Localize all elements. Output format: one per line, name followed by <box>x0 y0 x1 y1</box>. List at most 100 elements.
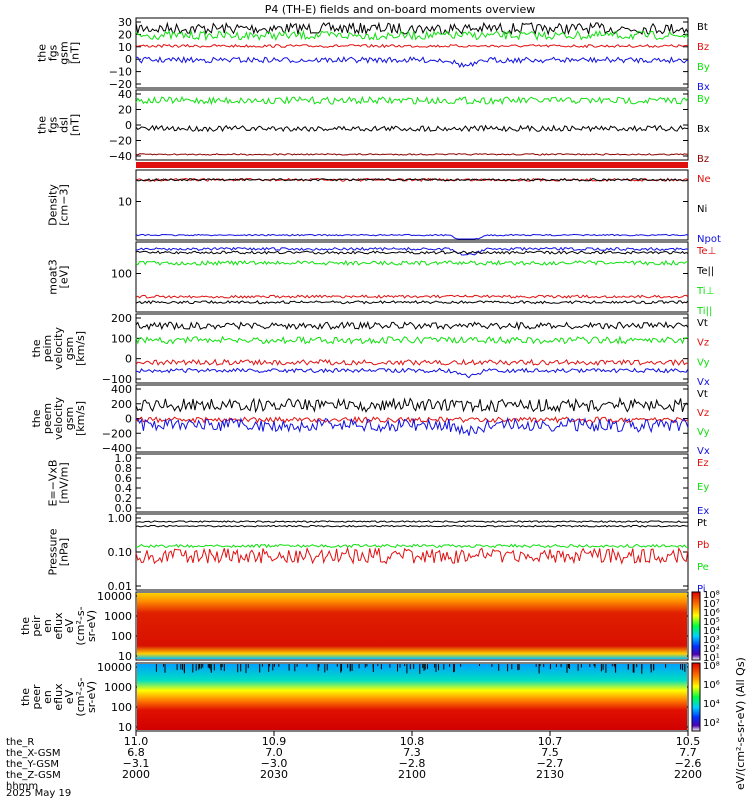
legend-entry: Bt <box>697 22 708 33</box>
y-axis-label: peem <box>41 403 54 434</box>
legend-entry: Te⊥ <box>696 246 716 257</box>
spectrogram-speck <box>555 664 557 667</box>
spectrogram-speck <box>199 664 201 669</box>
spectrogram-speck <box>198 664 200 670</box>
y-tick-label: 10000 <box>97 590 132 603</box>
spectrogram-speck <box>261 664 263 667</box>
x-row-label: the_R <box>6 737 34 748</box>
x-tick-label: −2.6 <box>675 757 702 770</box>
x-tick-label: 7.7 <box>679 746 697 759</box>
spectrogram-speck <box>538 664 540 674</box>
y-axis-label: (cm²-s- <box>74 677 87 716</box>
colorbar-tick-label: 10³ <box>703 635 720 646</box>
series-line-p4 <box>135 294 689 299</box>
legend-entry: Vy <box>697 427 710 438</box>
spectrogram-speck <box>535 664 537 667</box>
y-axis-label: Pressure <box>47 528 60 575</box>
colorbar-1 <box>691 591 701 661</box>
y-axis-label: [cm−3] <box>58 184 71 226</box>
spectrogram-speck <box>202 664 204 668</box>
legend-entry: Vt <box>697 318 708 329</box>
spectrogram-speck <box>182 664 183 670</box>
y-axis-label: eflux <box>52 683 65 711</box>
spectrogram-speck <box>269 664 271 667</box>
spectrogram-speck <box>539 664 541 667</box>
spectrogram-speck <box>684 664 686 672</box>
spectrogram-speck <box>213 664 215 671</box>
spectrogram-speck <box>409 664 411 670</box>
spectrogram-speck <box>366 664 368 667</box>
spectrogram-speck <box>294 664 296 672</box>
series-line-p8 <box>135 520 688 523</box>
spectrogram-speck <box>340 664 342 673</box>
y-tick-label: 30 <box>118 16 132 29</box>
y-axis-label: [km/s] <box>74 331 87 366</box>
y-tick-label: 0.0 <box>115 502 133 515</box>
series-line-p1 <box>135 43 689 49</box>
y-axis-label: sr-eV) <box>85 681 98 713</box>
x-tick-label: −2.7 <box>537 757 564 770</box>
x-row-label: hhmm <box>6 781 38 792</box>
y-tick-label: 0 <box>125 413 132 426</box>
spectrogram-speck <box>210 664 212 673</box>
y-tick-label: −40 <box>109 150 132 163</box>
series-line-p3 <box>135 178 689 182</box>
legend-entry: Pi <box>697 584 706 595</box>
series-line-p1 <box>135 21 689 36</box>
y-axis-label: [nT] <box>69 42 82 64</box>
spectrogram-speck <box>377 664 379 666</box>
legend-entry: By <box>697 62 710 73</box>
y-tick-label: 0.8 <box>115 462 133 475</box>
spectrogram-speck <box>680 664 682 670</box>
series-line-p4 <box>135 259 689 267</box>
x-tick-label: 11.0 <box>124 735 149 748</box>
spectrogram-speck <box>296 664 298 667</box>
x-row-label: the_Y-GSM <box>6 759 59 770</box>
spectrogram-speck <box>406 664 408 674</box>
y-axis-label: Density <box>47 184 60 226</box>
panel-frame-p4 <box>135 241 689 313</box>
spectrogram-speck <box>278 664 280 667</box>
legend-entry: Ne <box>697 174 711 185</box>
spectrogram-speck <box>259 664 261 673</box>
colorbar-tick-label: 10¹ <box>703 653 720 664</box>
spectrogram-speck <box>372 664 374 668</box>
x-tick-label: 10.7 <box>538 735 563 748</box>
y-axis-label: the <box>19 617 32 635</box>
spectrogram-speck <box>349 664 351 672</box>
panel-frame-p7 <box>135 453 689 513</box>
x-tick-label: 2130 <box>536 768 564 781</box>
y-axis-label: peim <box>41 335 54 363</box>
spectrogram-speck <box>372 664 374 672</box>
spectrogram-speck <box>422 664 424 668</box>
spectrogram-speck <box>164 664 166 673</box>
legend-entry: Bz <box>697 154 709 165</box>
spectrogram-speck <box>180 664 182 670</box>
spectrogram-speck <box>438 664 439 671</box>
series-line-p4 <box>135 250 689 255</box>
spectrogram-speck <box>176 664 178 671</box>
colorbar-tick-label: 10⁴ <box>703 699 720 710</box>
y-axis-label: peer <box>30 684 43 710</box>
colorbar-tick-label: 10² <box>703 718 720 729</box>
page-title: P4 (TH-E) fields and on-board moments ov… <box>265 3 536 16</box>
y-axis-label: E=−VxB <box>47 460 60 507</box>
x-tick-label: 10.5 <box>676 735 701 748</box>
y-axis-label: gsm <box>58 41 71 64</box>
spectrogram-speck <box>449 664 451 667</box>
y-tick-label: 200 <box>111 312 132 325</box>
y-axis-label: (cm²-s- <box>74 606 87 645</box>
legend-entry: Bx <box>697 82 710 93</box>
spectrogram-speck <box>498 664 500 671</box>
spectrogram-speck <box>605 664 607 673</box>
series-line-p8 <box>135 543 689 549</box>
y-tick-label: 0.2 <box>115 492 133 505</box>
y-tick-label: −20 <box>109 78 132 91</box>
legend-entry: Ti⊥ <box>696 286 714 297</box>
x-tick-label: 10.9 <box>262 735 287 748</box>
legend-entry: By <box>697 94 710 105</box>
series-line-p1 <box>135 55 689 69</box>
legend-entry: Pb <box>697 540 709 551</box>
legend-entry: Te|| <box>696 266 714 277</box>
